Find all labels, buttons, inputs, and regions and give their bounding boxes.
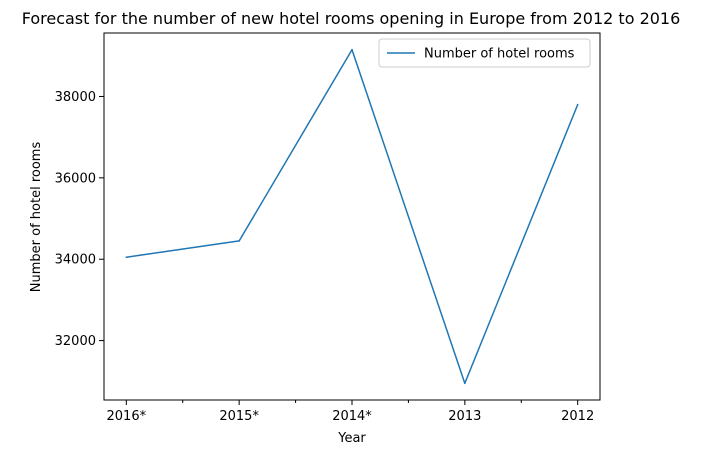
y-axis-label: Number of hotel rooms xyxy=(29,142,44,293)
legend-box xyxy=(378,38,591,68)
data-point xyxy=(125,256,128,258)
x-tick-label: 2015* xyxy=(219,409,259,424)
x-tick-label: 2012 xyxy=(561,409,594,424)
legend-label: Number of hotel rooms xyxy=(424,47,575,62)
y-tick-label: 34000 xyxy=(55,253,96,268)
y-axis: 32000 34000 36000 38000 xyxy=(55,90,104,349)
data-point xyxy=(351,48,353,51)
y-tick-label: 32000 xyxy=(55,334,96,349)
y-tick-label: 38000 xyxy=(55,90,96,105)
x-tick-label: 2014* xyxy=(332,409,372,424)
chart-title: Forecast for the number of new hotel roo… xyxy=(22,9,681,28)
data-point xyxy=(464,382,466,385)
legend: Number of hotel rooms xyxy=(378,38,591,68)
x-tick-label: 2013 xyxy=(448,409,481,424)
series-group xyxy=(125,48,579,385)
y-tick-label: 36000 xyxy=(55,171,96,186)
plot-area xyxy=(103,32,601,401)
x-tick-label: 2016* xyxy=(107,409,147,424)
data-point xyxy=(238,240,240,242)
x-axis-label: Year xyxy=(337,431,366,446)
x-axis: 2016* 2015* 2014* 2013 2012 xyxy=(107,400,594,424)
data-point xyxy=(576,103,579,106)
